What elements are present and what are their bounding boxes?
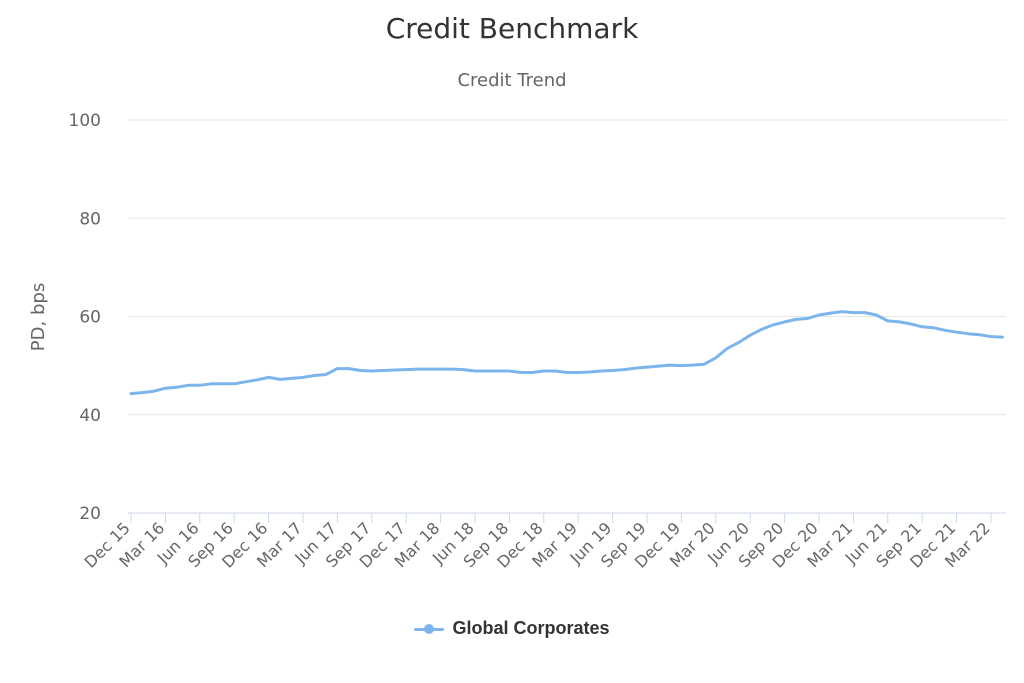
series-line[interactable]	[129, 310, 1004, 396]
legend[interactable]: Global Corporates	[0, 618, 1024, 640]
chart-subtitle: Credit Trend	[457, 70, 567, 91]
legend-label: Global Corporates	[452, 618, 610, 638]
legend-item-global-corporates[interactable]: Global Corporates	[414, 618, 610, 639]
chart-title: Credit Benchmark	[385, 12, 639, 45]
y-tick-label: 60	[79, 308, 101, 328]
y-axis-ticks: 20 40 60 80 100	[69, 111, 101, 524]
y-tick-label: 40	[79, 406, 101, 426]
y-axis-label: PD, bps	[28, 283, 49, 351]
y-tick-label: 80	[79, 209, 101, 229]
series-global-corporates[interactable]	[129, 310, 1004, 396]
y-tick-label: 100	[69, 111, 101, 131]
legend-marker-icon	[414, 622, 445, 636]
y-tick-label: 20	[79, 504, 101, 524]
grid-lines	[128, 119, 1006, 416]
